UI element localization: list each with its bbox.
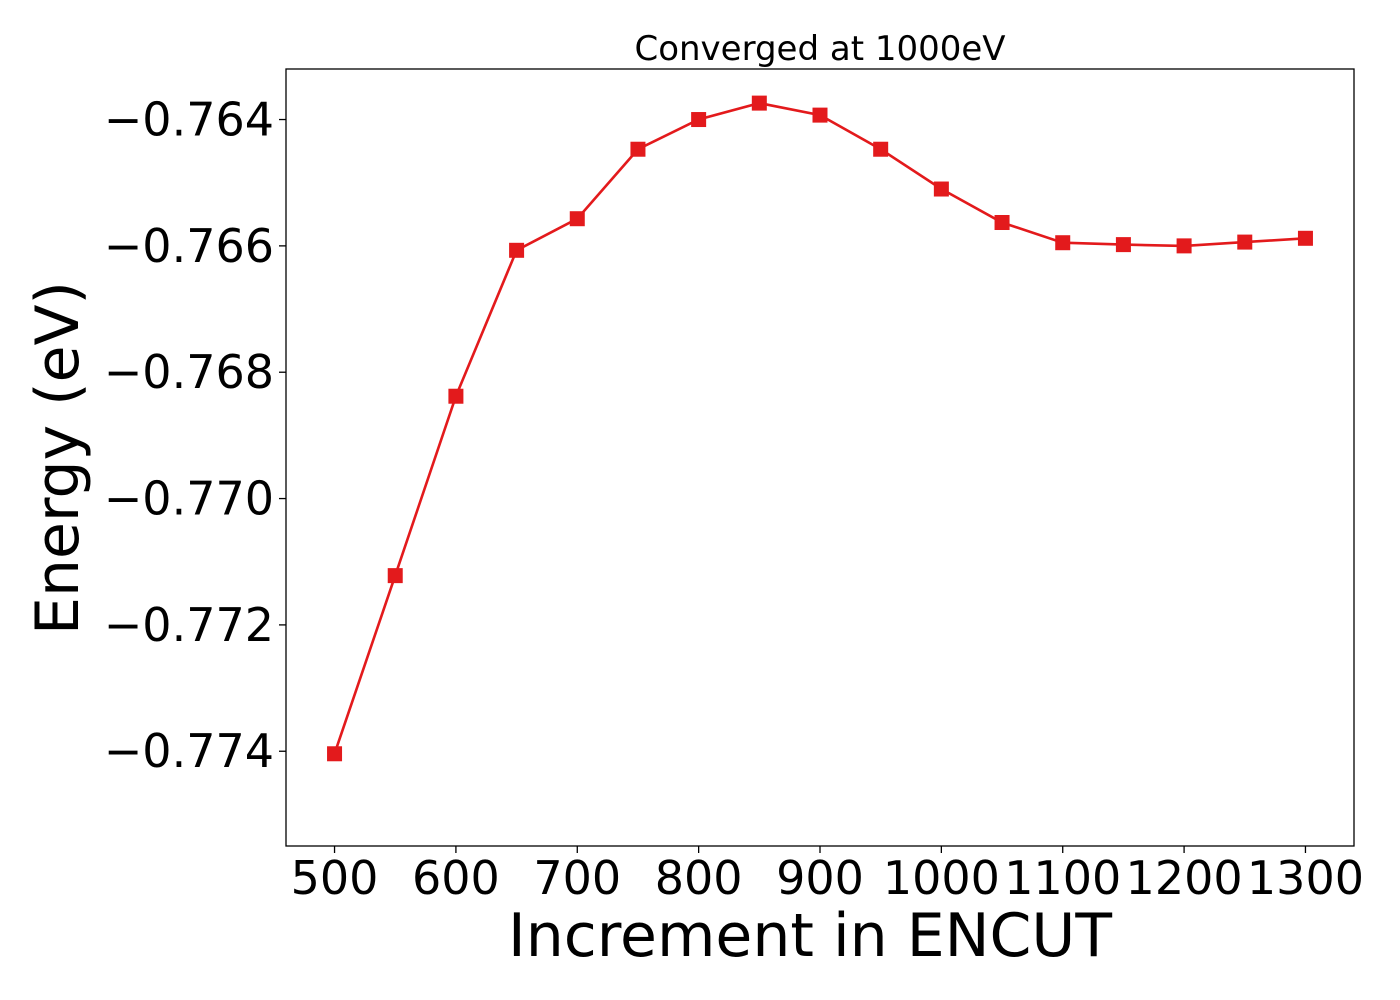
- data-point: [873, 141, 889, 157]
- x-tick-label: 1300: [1247, 851, 1364, 905]
- x-tick-label: 500: [291, 851, 379, 905]
- data-point: [994, 215, 1010, 231]
- data-point: [1297, 230, 1313, 246]
- data-point: [387, 568, 403, 584]
- y-tick-label: −0.770: [104, 472, 274, 526]
- data-point: [630, 141, 646, 157]
- y-tick-label: −0.768: [104, 345, 274, 399]
- series-line: [333, 101, 1306, 755]
- chart-title: Converged at 1000eV: [634, 29, 1005, 69]
- y-tick-label: −0.774: [104, 724, 274, 778]
- x-tick-label: 900: [776, 851, 864, 905]
- data-point: [812, 107, 828, 123]
- data-point: [569, 211, 585, 227]
- data-point: [1176, 238, 1192, 254]
- x-tick-label: 700: [533, 851, 621, 905]
- data-point: [933, 181, 949, 197]
- x-tick-label: 600: [412, 851, 500, 905]
- x-axis: 500 600 700 800 900 1000 1100 1200 1300: [291, 846, 1364, 905]
- y-tick-label: −0.764: [104, 93, 274, 147]
- data-point: [751, 95, 767, 111]
- x-axis-label: Increment in ENCUT: [508, 901, 1112, 971]
- data-point: [691, 112, 707, 128]
- data-point: [1115, 237, 1131, 253]
- data-point: [448, 388, 464, 404]
- y-tick-label: −0.772: [104, 598, 274, 652]
- y-axis-label: Energy (eV): [23, 281, 93, 635]
- x-tick-label: 1000: [883, 851, 1000, 905]
- data-point: [327, 746, 343, 762]
- series-layer: [327, 95, 1313, 762]
- x-tick-label: 1100: [1004, 851, 1121, 905]
- data-point: [1055, 235, 1071, 251]
- data-point: [1237, 234, 1253, 250]
- y-tick-label: −0.766: [104, 219, 274, 273]
- x-tick-label: 1200: [1126, 851, 1243, 905]
- plot-area: [285, 68, 1355, 847]
- data-point: [509, 242, 525, 258]
- y-axis: −0.764 −0.766 −0.768 −0.770 −0.772 −0.774: [104, 93, 286, 778]
- x-tick-label: 800: [655, 851, 743, 905]
